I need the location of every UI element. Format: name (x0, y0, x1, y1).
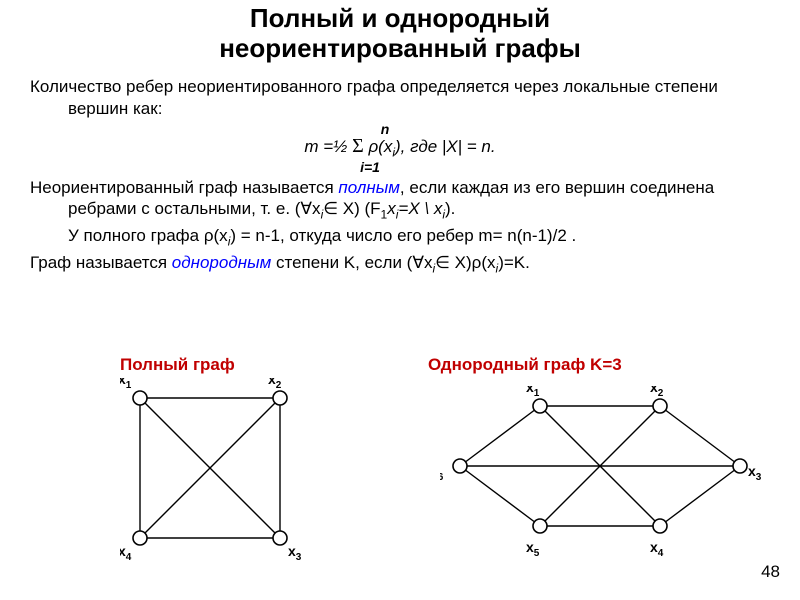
title-line1: Полный и однородный (250, 3, 550, 33)
complete-graph: x1 x2 x3 x4 (120, 378, 330, 573)
node-label-x4: x4 (120, 543, 132, 563)
graph-edge (660, 466, 740, 526)
p4a: Граф называется (30, 253, 172, 272)
graph2-title: Однородный граф K=3 (428, 355, 622, 375)
graph-edge (660, 406, 740, 466)
graph-node (133, 391, 147, 405)
p2f: ). (445, 199, 455, 218)
para-2: Неориентированный граф называется полным… (30, 177, 770, 224)
p4b: степени K, если (∀x (271, 253, 432, 272)
p4d: )=K. (498, 253, 530, 272)
p2c: ∈ X) (F (323, 199, 380, 218)
graph-node (533, 519, 547, 533)
graph-node (653, 399, 667, 413)
node-label-x3: x3 (748, 463, 762, 483)
graph-edge (460, 406, 540, 466)
p3a: У полного графа ρ(x (68, 226, 228, 245)
graph-node (273, 531, 287, 545)
formula-post: ρ(x (364, 137, 393, 156)
node-label-x1: x1 (526, 386, 540, 399)
graph2-svg: x1 x2 x3 x4 x5 x6 (440, 386, 780, 566)
formula-block: n m =½ Σ ρ(xi), где |X| = n. i=1 (30, 122, 770, 175)
p4c: ∈ X)ρ(x (435, 253, 495, 272)
para-1: Количество ребер неориентированного граф… (30, 76, 770, 120)
p2d: x (387, 199, 396, 218)
graph-node (653, 519, 667, 533)
slide: Полный и однородный неориентированный гр… (0, 0, 800, 600)
graph-node (733, 459, 747, 473)
p2e: =X \ x (398, 199, 442, 218)
node-label-x3: x3 (288, 543, 302, 563)
slide-title: Полный и однородный неориентированный гр… (0, 4, 800, 64)
sigma-icon: Σ (352, 135, 364, 157)
node-label-x1: x1 (120, 378, 132, 391)
node-label-x4: x4 (650, 539, 664, 559)
graph-area: x1 x2 x3 x4 x1 x2 x3 x4 x5 x6 (0, 378, 800, 578)
graph-node (533, 399, 547, 413)
formula-i: i=1 (0, 160, 770, 175)
para-4: Граф называется однородным степени K, ес… (30, 252, 770, 277)
graph-node (453, 459, 467, 473)
graph-edge (460, 466, 540, 526)
graph1-title: Полный граф (120, 355, 235, 375)
graph1-svg: x1 x2 x3 x4 (120, 378, 330, 568)
formula-pre: m =½ (304, 137, 352, 156)
node-label-x2: x2 (650, 386, 664, 399)
regular-graph: x1 x2 x3 x4 x5 x6 (440, 386, 780, 571)
formula-post2: ), где |X| = n. (395, 137, 496, 156)
body-text: Количество ребер неориентированного граф… (30, 76, 770, 279)
title-line2: неориентированный графы (219, 33, 581, 63)
p2-blue: полным (338, 178, 400, 197)
formula-main: m =½ Σ ρ(xi), где |X| = n. (30, 136, 770, 159)
p4-blue: однородным (172, 253, 272, 272)
formula-n: n (0, 122, 770, 137)
p3b: ) = n-1, откуда число его ребер m= n(n-1… (230, 226, 576, 245)
node-label-x5: x5 (526, 539, 540, 559)
node-label-x6: x6 (440, 463, 444, 483)
page-number: 48 (761, 562, 780, 582)
node-label-x2: x2 (268, 378, 282, 391)
p2a: Неориентированный граф называется (30, 178, 338, 197)
para-3: У полного графа ρ(xi) = n-1, откуда числ… (30, 225, 770, 250)
graph-node (273, 391, 287, 405)
graph-node (133, 531, 147, 545)
